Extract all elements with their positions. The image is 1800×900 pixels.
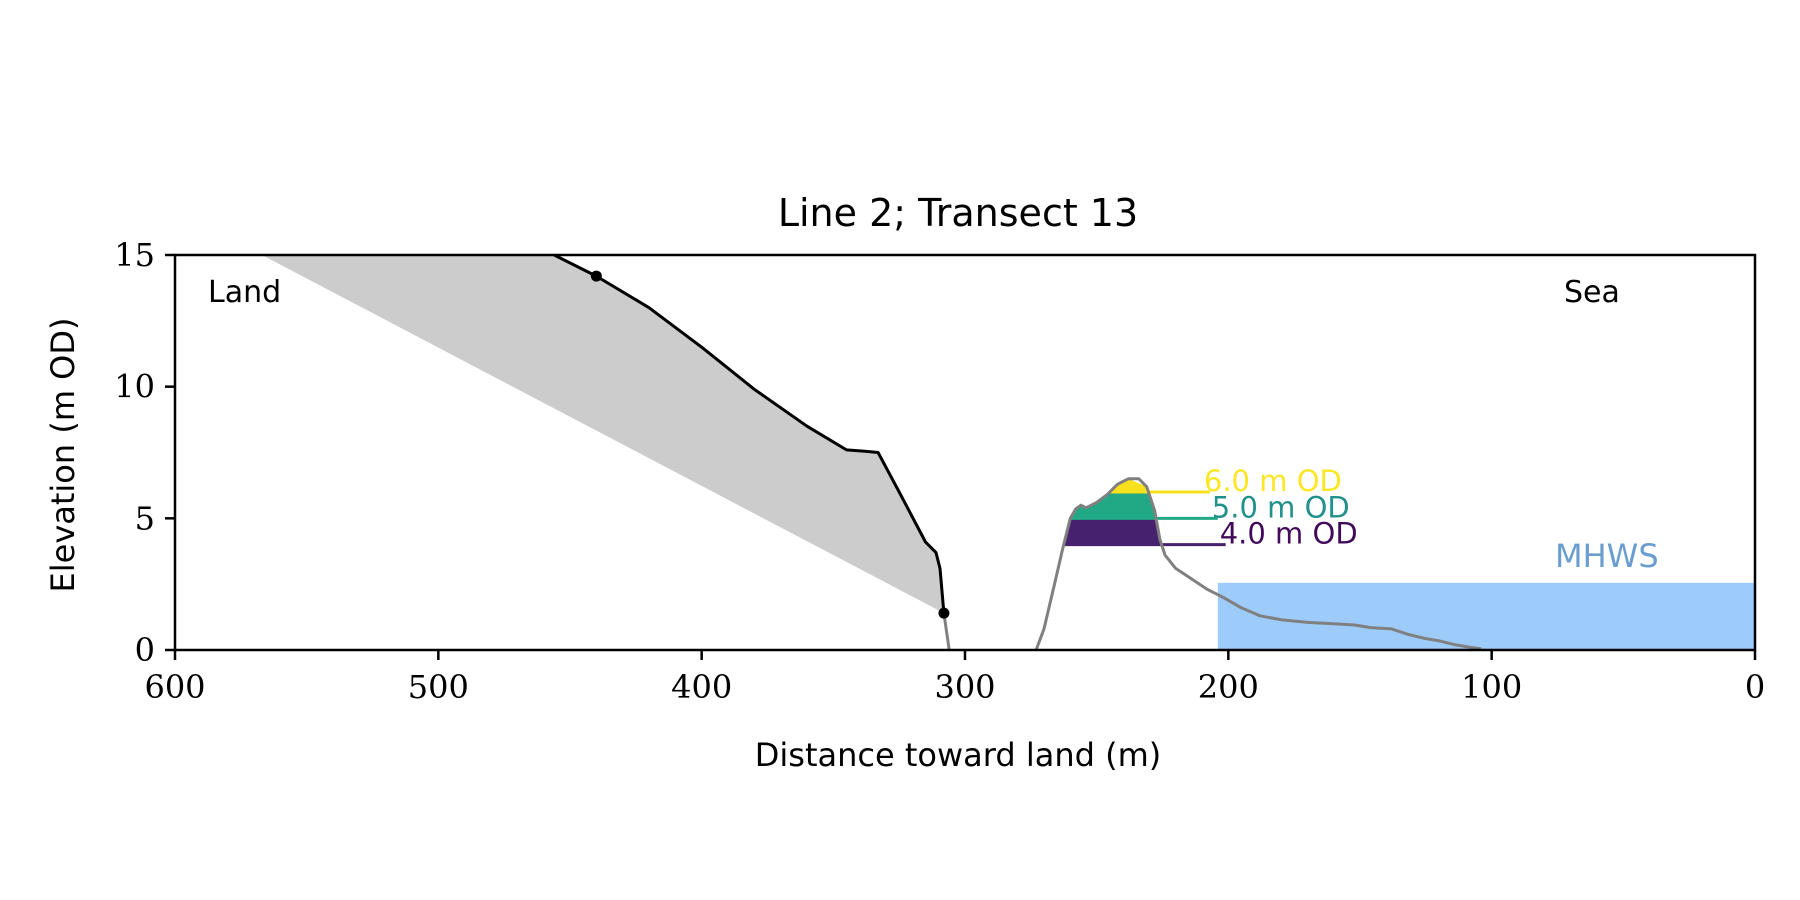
cliff-profile-line (553, 253, 946, 614)
x-tick-label-2: 400 (671, 668, 732, 706)
band-label-2: 6.0 m OD (1204, 464, 1342, 498)
bank-profile-line (1034, 477, 1482, 651)
y-tick-label-0: 0 (135, 631, 155, 669)
mhws-area (1217, 582, 1755, 650)
band-label-0: 4.0 m OD (1220, 517, 1358, 551)
band-fill-2 (1109, 478, 1149, 492)
y-tick-label-2: 10 (114, 368, 155, 406)
x-tick-label-0: 600 (144, 668, 205, 706)
x-tick-label-3: 300 (934, 668, 995, 706)
band-fill-0 (1063, 518, 1162, 545)
ticks: 600 500 400 300 200 100 0 0 5 10 15 (114, 236, 1765, 706)
y-tick-label-3: 15 (114, 236, 155, 274)
mhws-label: MHWS (1555, 537, 1659, 575)
sea-label: Sea (1564, 275, 1620, 310)
cliff-marker-0 (590, 270, 602, 282)
x-tick-label-1: 500 (408, 668, 469, 706)
x-axis-label: Distance toward land (m) (755, 736, 1161, 774)
cliff-base-line (942, 612, 951, 651)
y-tick-label-1: 5 (135, 499, 155, 537)
y-axis-label: Elevation (m OD) (44, 318, 82, 593)
x-tick-label-4: 200 (1198, 668, 1259, 706)
chart-title: Line 2; Transect 13 (778, 191, 1138, 235)
band-label-1: 5.0 m OD (1212, 490, 1350, 524)
band-fill-1 (1070, 492, 1156, 519)
cliff-marker-1 (938, 607, 950, 619)
plot-area: 4.0 m OD5.0 m OD6.0 m OD (261, 253, 1755, 651)
land-label: Land (208, 275, 281, 310)
cliff-fill (261, 255, 944, 614)
x-tick-label-5: 100 (1461, 668, 1522, 706)
x-tick-label-6: 0 (1745, 668, 1765, 706)
